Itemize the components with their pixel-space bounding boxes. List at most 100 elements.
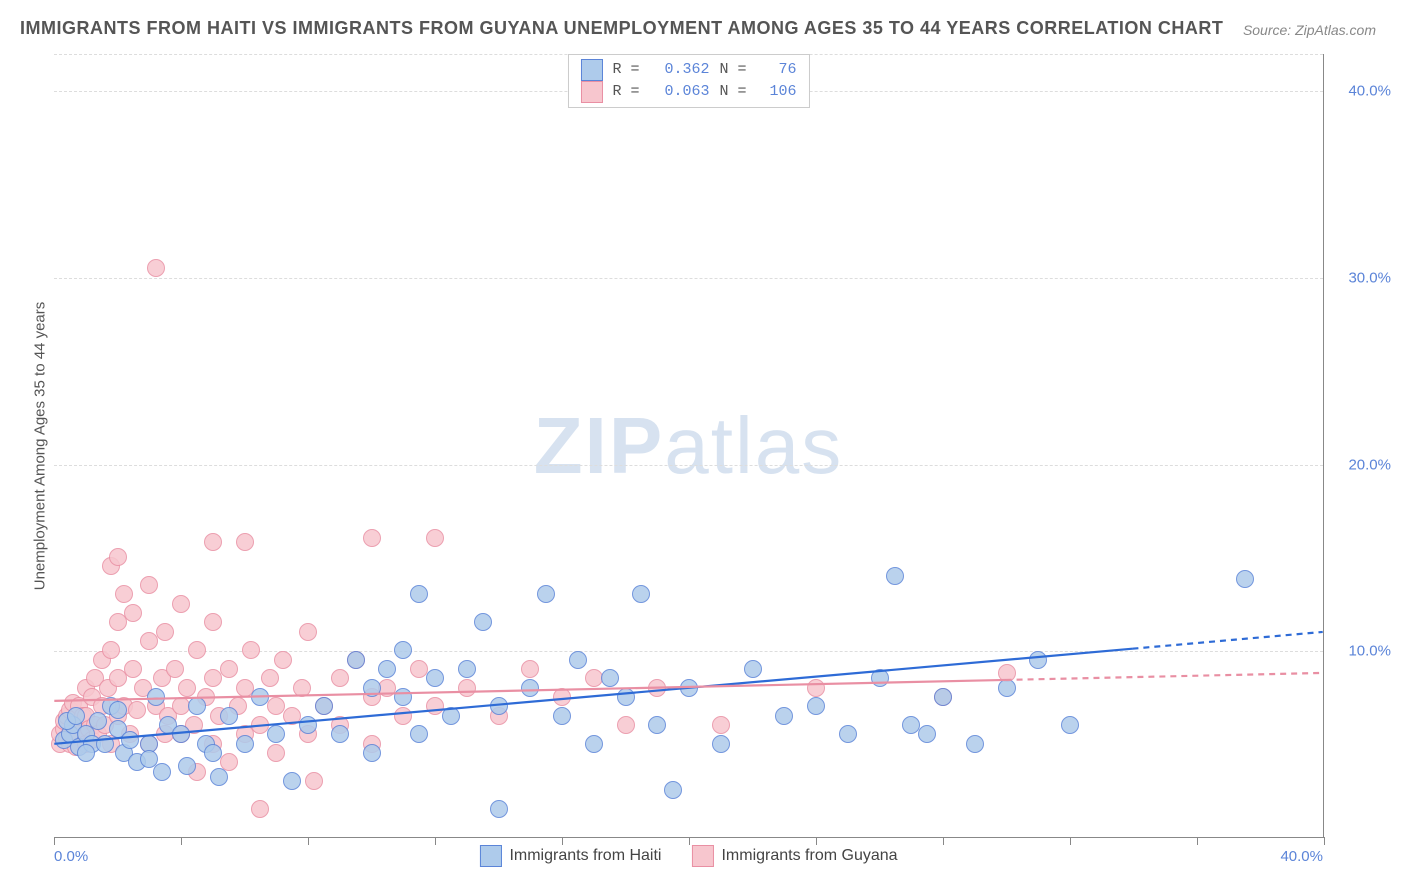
data-point [744,660,762,678]
data-point [204,533,222,551]
data-point [178,757,196,775]
data-point [585,735,603,753]
data-point [261,669,279,687]
data-point [410,725,428,743]
legend-item-guyana: Immigrants from Guyana [691,845,897,867]
data-point [490,800,508,818]
data-point [363,744,381,762]
data-point [172,595,190,613]
legend-row-haiti: R = 0.362 N = 76 [580,59,796,81]
data-point [166,660,184,678]
data-point [410,585,428,603]
data-point [315,697,333,715]
data-point [204,613,222,631]
data-point [378,660,396,678]
grid-line [54,465,1323,466]
data-point [632,585,650,603]
data-point [648,716,666,734]
data-point [712,716,730,734]
data-point [807,679,825,697]
data-point [331,725,349,743]
data-point [220,660,238,678]
data-point [775,707,793,725]
data-point [1029,651,1047,669]
swatch-guyana [580,81,602,103]
data-point [521,679,539,697]
data-point [115,585,133,603]
data-point [188,641,206,659]
data-point [67,707,85,725]
data-point [283,772,301,790]
data-point [236,735,254,753]
data-point [394,707,412,725]
series-legend: Immigrants from Haiti Immigrants from Gu… [479,845,897,867]
chart-title: IMMIGRANTS FROM HAITI VS IMMIGRANTS FROM… [20,18,1223,39]
data-point [331,669,349,687]
r-value-guyana: 0.063 [650,81,710,103]
data-point [267,744,285,762]
data-point [537,585,555,603]
data-point [1236,570,1254,588]
data-point [299,623,317,641]
data-point [121,731,139,749]
trend-lines [54,54,1323,837]
data-point [601,669,619,687]
data-point [251,688,269,706]
data-point [204,669,222,687]
data-point [236,533,254,551]
legend-item-haiti: Immigrants from Haiti [479,845,661,867]
data-point [458,660,476,678]
data-point [267,725,285,743]
data-point [188,697,206,715]
watermark-bold: ZIP [534,401,664,490]
swatch-haiti-bottom [479,845,501,867]
data-point [109,548,127,566]
x-tick [943,837,944,845]
data-point [553,688,571,706]
data-point [347,651,365,669]
n-value-haiti: 76 [757,59,797,81]
data-point [147,259,165,277]
watermark-rest: atlas [664,401,843,490]
x-tick [689,837,690,845]
chart-container: IMMIGRANTS FROM HAITI VS IMMIGRANTS FROM… [10,10,1396,882]
data-point [140,632,158,650]
data-point [426,529,444,547]
data-point [128,701,146,719]
data-point [442,707,460,725]
data-point [363,529,381,547]
data-point [156,623,174,641]
data-point [664,781,682,799]
x-tick [308,837,309,845]
y-tick-label: 20.0% [1348,456,1391,473]
data-point [648,679,666,697]
data-point [490,697,508,715]
data-point [299,716,317,734]
data-point [220,707,238,725]
x-tick [181,837,182,845]
data-point [140,576,158,594]
x-tick [562,837,563,845]
data-point [918,725,936,743]
data-point [172,725,190,743]
data-point [363,679,381,697]
r-value-haiti: 0.362 [650,59,710,81]
data-point [521,660,539,678]
data-point [293,679,311,697]
data-point [569,651,587,669]
data-point [394,641,412,659]
series-name-guyana: Immigrants from Guyana [721,847,897,865]
x-tick [54,837,55,845]
data-point [102,641,120,659]
data-point [109,669,127,687]
grid-line [54,278,1323,279]
data-point [474,613,492,631]
data-point [109,701,127,719]
data-point [394,688,412,706]
y-tick-label: 10.0% [1348,643,1391,660]
data-point [458,679,476,697]
data-point [274,651,292,669]
data-point [251,800,269,818]
x-axis-max-label: 40.0% [1280,848,1323,865]
data-point [77,744,95,762]
